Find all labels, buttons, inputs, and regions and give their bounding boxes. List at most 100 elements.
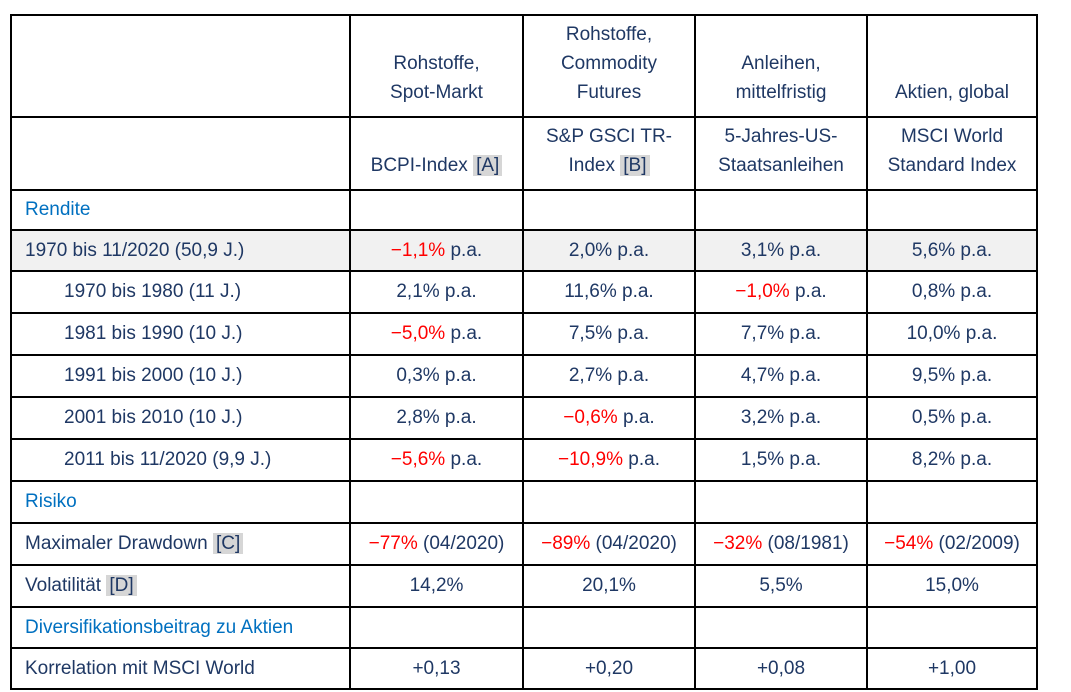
row-label-cell: Maximaler Drawdown [C] — [10, 522, 351, 566]
cell-value: 3,2% — [740, 407, 785, 428]
row-label: Volatilität — [25, 575, 102, 596]
table-row-1981-1990: 1981 bis 1990 (10 J.) −5,0% p.a. 7,5% p.… — [10, 312, 1038, 356]
header-line: Spot-Markt — [390, 82, 483, 103]
row-label-cell: 2001 bis 2010 (10 J.) — [10, 396, 351, 440]
cell-value: 9,5% — [911, 365, 956, 386]
value-cell: 20,1% — [522, 564, 696, 608]
cell-suffix: p.a. — [784, 239, 822, 261]
header-line: Rohstoffe, — [565, 24, 653, 45]
header-row-index-names: BCPI-Index [A] S&P GSCI TR- Index [B] 5-… — [10, 116, 1038, 191]
cell-suffix: p.a. — [955, 407, 993, 428]
cell-value: −1,1% — [390, 239, 446, 261]
table-row-1991-2000: 1991 bis 2000 (10 J.) 0,3% p.a. 2,7% p.a… — [10, 354, 1038, 398]
header-line: Anleihen, — [741, 53, 821, 74]
cell-suffix: p.a. — [439, 407, 477, 428]
cell-suffix: p.a. — [955, 239, 993, 261]
cell-value: −54% — [884, 533, 934, 554]
index-name: Standard Index — [887, 155, 1017, 176]
cell-suffix: p.a. — [445, 323, 483, 344]
cell-suffix: p.a. — [612, 239, 650, 261]
col-subheader-msci: MSCI World Standard Index — [866, 116, 1038, 191]
cell-suffix: (04/2020) — [590, 533, 677, 554]
corner-cell — [10, 14, 351, 118]
cell-suffix: p.a. — [960, 323, 998, 344]
value-cell: 2,8% p.a. — [349, 396, 524, 440]
index-name: 5-Jahres-US- — [724, 126, 838, 147]
cell-suffix: (02/2009) — [933, 533, 1020, 554]
table-row-2011-2020: 2011 bis 11/2020 (9,9 J.) −5,6% p.a. −10… — [10, 438, 1038, 482]
cell-value: 1,5% — [740, 449, 785, 470]
row-label: 1981 bis 1990 (10 J.) — [64, 323, 243, 344]
cell-suffix: p.a. — [445, 239, 483, 261]
value-cell: −5,0% p.a. — [349, 312, 524, 356]
section-row-risiko: Risiko — [10, 480, 1038, 524]
cell-suffix: p.a. — [612, 323, 650, 344]
empty-cell — [866, 189, 1038, 231]
row-label-cell: Volatilität [D] — [10, 564, 351, 608]
cell-suffix: p.a. — [789, 281, 827, 302]
asset-comparison-table: Rohstoffe, Spot-Markt Rohstoffe, Commodi… — [10, 14, 1038, 690]
cell-suffix: p.a. — [784, 449, 822, 470]
col-header-aktien: Aktien, global — [866, 14, 1038, 118]
header-line: Aktien, global — [894, 82, 1010, 103]
cell-suffix: p.a. — [612, 365, 650, 386]
value-cell: 8,2% p.a. — [866, 438, 1038, 482]
row-label-cell: 1970 bis 1980 (11 J.) — [10, 270, 351, 314]
value-cell: −5,6% p.a. — [349, 438, 524, 482]
value-cell: 9,5% p.a. — [866, 354, 1038, 398]
cell-suffix: p.a. — [784, 323, 822, 344]
cell-value: +0,20 — [584, 657, 634, 679]
header-line: Rohstoffe, — [393, 53, 480, 74]
cell-value: 7,7% — [740, 323, 785, 344]
index-name: BCPI-Index — [370, 155, 468, 176]
section-row-rendite: Rendite — [10, 189, 1038, 231]
cell-suffix: p.a. — [617, 407, 655, 428]
footnote-tag-b: [B] — [620, 155, 650, 176]
value-cell: 7,5% p.a. — [522, 312, 696, 356]
cell-suffix: p.a. — [616, 281, 654, 302]
empty-cell — [694, 480, 868, 524]
empty-cell — [349, 189, 524, 231]
table-row-2001-2010: 2001 bis 2010 (10 J.) 2,8% p.a. −0,6% p.… — [10, 396, 1038, 440]
col-subheader-bcpi: BCPI-Index [A] — [349, 116, 524, 191]
row-label: 1991 bis 2000 (10 J.) — [64, 365, 243, 386]
row-label-cell: 1981 bis 1990 (10 J.) — [10, 312, 351, 356]
header-line: mittelfristig — [735, 82, 827, 103]
section-label: Risiko — [10, 480, 351, 524]
value-cell: −10,9% p.a. — [522, 438, 696, 482]
value-cell: +0,20 — [522, 647, 696, 690]
cell-value: 5,6% — [911, 239, 956, 261]
cell-value: −10,9% — [558, 449, 623, 470]
empty-cell — [522, 189, 696, 231]
value-cell: −77% (04/2020) — [349, 522, 524, 566]
cell-suffix: p.a. — [445, 449, 483, 470]
value-cell: −1,0% p.a. — [694, 270, 868, 314]
section-label: Diversifikationsbeitrag zu Aktien — [10, 606, 351, 649]
cell-value: −5,6% — [390, 449, 446, 470]
cell-value: +0,08 — [756, 657, 806, 679]
table-row-volatility: Volatilität [D] 14,2% 20,1% 5,5% 15,0% — [10, 564, 1038, 608]
footnote-tag-a: [A] — [473, 155, 503, 176]
row-label-cell: 1991 bis 2000 (10 J.) — [10, 354, 351, 398]
cell-value: 0,8% — [911, 281, 956, 302]
value-cell: 2,7% p.a. — [522, 354, 696, 398]
cell-value: +0,13 — [412, 657, 461, 679]
row-label: 1970 bis 11/2020 (50,9 J.) — [25, 239, 245, 261]
value-cell: 0,8% p.a. — [866, 270, 1038, 314]
cell-value: 2,8% — [396, 407, 440, 428]
section-row-diversifikation: Diversifikationsbeitrag zu Aktien — [10, 606, 1038, 649]
header-row-asset-classes: Rohstoffe, Spot-Markt Rohstoffe, Commodi… — [10, 14, 1038, 118]
cell-value: 4,7% — [740, 365, 785, 386]
row-label: 2011 bis 11/2020 (9,9 J.) — [64, 449, 272, 470]
cell-suffix: p.a. — [784, 365, 822, 386]
value-cell: 14,2% — [349, 564, 524, 608]
col-subheader-gsci: S&P GSCI TR- Index [B] — [522, 116, 696, 191]
value-cell: −89% (04/2020) — [522, 522, 696, 566]
empty-cell — [349, 606, 524, 649]
cell-value: 15,0% — [925, 575, 979, 596]
empty-cell — [522, 480, 696, 524]
value-cell: 2,1% p.a. — [349, 270, 524, 314]
cell-value: +1,00 — [927, 657, 977, 679]
row-label: Korrelation mit MSCI World — [25, 657, 255, 679]
value-cell: +0,13 — [349, 647, 524, 690]
